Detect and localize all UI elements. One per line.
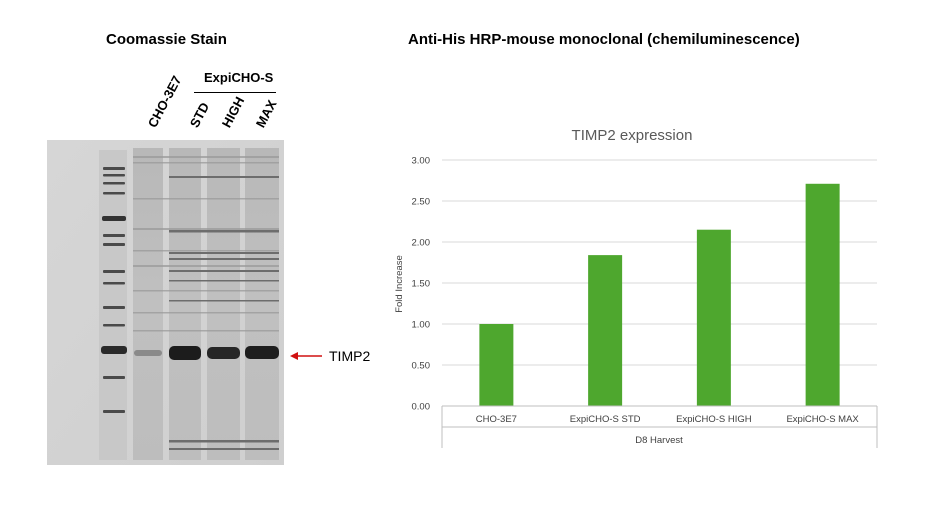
bar-4 [805,183,840,406]
bar-1 [479,324,514,406]
x-tick-labels: CHO-3E7 ExpiCHO-S STD ExpiCHO-S HIGH ExpiCH… [476,414,860,425]
gel-image [47,140,284,465]
y-tick-label: 0.50 [412,361,431,372]
y-tick-label: 0.00 [412,402,431,413]
y-tick-labels: 0.00 0.50 1.00 1.50 2.00 2.50 3.00 [412,156,431,413]
band-label-timp2: TIMP2 [329,348,371,364]
chart-title: TIMP2 expression [572,127,693,144]
y-axis-label: Fold Increase [394,255,405,313]
arrow-head [290,352,298,360]
lane-label-std: STD [186,100,213,130]
western-title: Anti-His HRP-mouse monoclonal (chemilumi… [408,31,800,48]
x-tick-label: CHO-3E7 [476,414,517,425]
group-bracket-line [194,92,276,93]
y-tick-label: 1.00 [412,320,431,331]
bars [479,183,840,406]
lane-label-cho3e7: CHO-3E7 [144,73,185,130]
group-label: ExpiCHO-S [204,70,274,85]
y-tick-label: 3.00 [412,156,431,167]
y-tick-label: 2.50 [412,197,431,208]
timp2-expression-chart: TIMP2 expression 0.00 0.50 1.00 1.50 2.00 2.5… [394,127,878,448]
timp2-arrow-icon [290,352,322,360]
x-axis-label: D8 Harvest [635,435,683,446]
lane-label-high: HIGH [218,94,248,130]
bar-3 [696,229,731,406]
grid-lines [442,159,877,366]
bar-2 [588,255,623,406]
x-tick-label: ExpiCHO-S MAX [786,414,859,425]
x-tick-label: ExpiCHO-S STD [570,414,641,425]
x-tick-label: ExpiCHO-S HIGH [676,414,752,425]
y-tick-label: 1.50 [412,279,431,290]
gel-title: Coomassie Stain [106,31,227,48]
y-tick-label: 2.00 [412,238,431,249]
lane-label-max: MAX [252,97,280,130]
